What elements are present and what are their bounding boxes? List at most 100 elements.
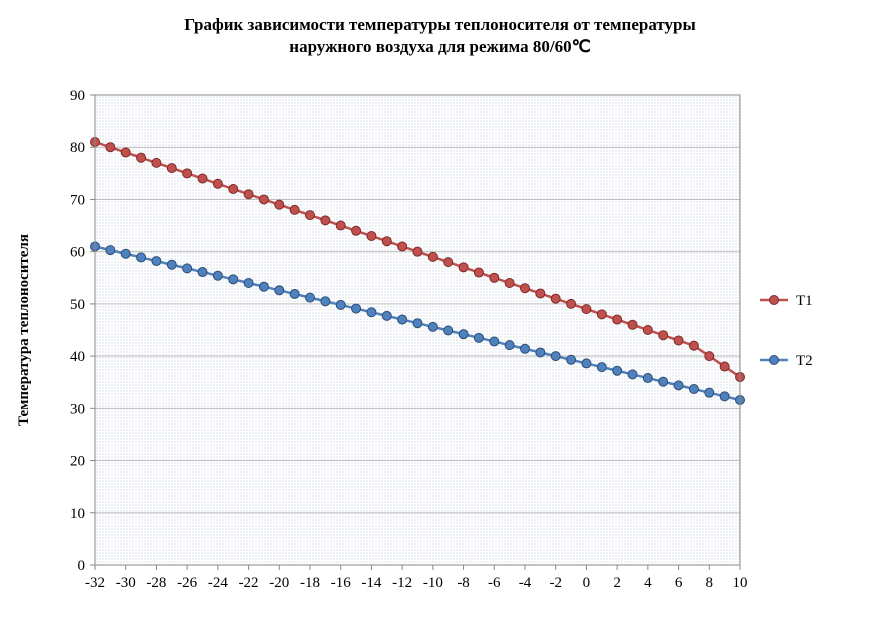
series-marker-T2 (705, 388, 714, 397)
legend-marker-T2 (770, 356, 779, 365)
series-marker-T2 (444, 326, 453, 335)
y-tick-label: 10 (70, 506, 85, 522)
series-marker-T1 (321, 216, 330, 225)
x-tick-label: -12 (392, 575, 412, 591)
y-tick-label: 0 (78, 558, 86, 574)
series-marker-T2 (398, 315, 407, 324)
series-marker-T1 (213, 179, 222, 188)
x-tick-label: 0 (583, 575, 591, 591)
series-marker-T1 (306, 211, 315, 220)
x-tick-label: -18 (300, 575, 320, 591)
y-tick-label: 60 (70, 245, 85, 261)
series-marker-T2 (505, 341, 514, 350)
x-tick-label: -2 (549, 575, 562, 591)
y-tick-label: 50 (70, 297, 85, 313)
x-tick-label: -30 (116, 575, 136, 591)
series-marker-T2 (720, 392, 729, 401)
series-marker-T2 (229, 275, 238, 284)
x-tick-label: -20 (269, 575, 289, 591)
series-marker-T1 (290, 205, 299, 214)
series-marker-T2 (275, 286, 284, 295)
y-tick-label: 70 (70, 192, 85, 208)
series-marker-T2 (352, 304, 361, 313)
series-marker-T2 (490, 337, 499, 346)
y-tick-label: 30 (70, 401, 85, 417)
x-tick-label: -16 (331, 575, 351, 591)
series-marker-T1 (382, 237, 391, 246)
series-marker-T2 (152, 257, 161, 266)
series-marker-T2 (521, 344, 530, 353)
series-marker-T1 (275, 200, 284, 209)
series-marker-T2 (244, 279, 253, 288)
series-marker-T1 (229, 185, 238, 194)
series-marker-T1 (674, 336, 683, 345)
series-marker-T1 (567, 299, 576, 308)
series-marker-T1 (444, 258, 453, 267)
series-marker-T2 (613, 366, 622, 375)
series-marker-T1 (459, 263, 468, 272)
x-tick-label: 2 (613, 575, 621, 591)
series-marker-T1 (183, 169, 192, 178)
series-marker-T1 (582, 305, 591, 314)
x-tick-label: 4 (644, 575, 652, 591)
series-marker-T2 (567, 355, 576, 364)
series-marker-T2 (674, 381, 683, 390)
series-marker-T1 (505, 279, 514, 288)
series-marker-T1 (474, 268, 483, 277)
series-marker-T1 (490, 273, 499, 282)
series-marker-T2 (628, 370, 637, 379)
y-tick-label: 20 (70, 454, 85, 470)
series-marker-T1 (613, 315, 622, 324)
series-marker-T2 (551, 352, 560, 361)
series-marker-T1 (628, 320, 637, 329)
series-marker-T1 (720, 362, 729, 371)
x-tick-label: -24 (208, 575, 228, 591)
series-marker-T2 (321, 297, 330, 306)
x-tick-label: -26 (177, 575, 197, 591)
series-marker-T2 (428, 322, 437, 331)
series-marker-T2 (367, 308, 376, 317)
series-marker-T1 (137, 153, 146, 162)
series-marker-T2 (582, 359, 591, 368)
series-marker-T1 (551, 294, 560, 303)
x-tick-label: -8 (457, 575, 470, 591)
y-axis-label: Температура теплоносителя (16, 234, 32, 426)
legend-label-T2: T2 (796, 353, 813, 369)
y-tick-label: 40 (70, 349, 85, 365)
series-marker-T1 (367, 232, 376, 241)
series-marker-T1 (336, 221, 345, 230)
series-marker-T1 (689, 341, 698, 350)
series-marker-T2 (198, 268, 207, 277)
series-marker-T1 (643, 326, 652, 335)
series-marker-T1 (536, 289, 545, 298)
series-marker-T2 (474, 333, 483, 342)
series-marker-T2 (689, 385, 698, 394)
legend: T1 T2 (760, 293, 813, 369)
series-marker-T1 (428, 252, 437, 261)
x-tick-label: -28 (146, 575, 166, 591)
series-marker-T1 (259, 195, 268, 204)
series-marker-T2 (121, 249, 130, 258)
legend-marker-T1 (770, 296, 779, 305)
series-marker-T1 (352, 226, 361, 235)
legend-label-T1: T1 (796, 293, 813, 309)
series-marker-T2 (137, 253, 146, 262)
series-marker-T2 (643, 374, 652, 383)
series-marker-T1 (198, 174, 207, 183)
series-marker-T1 (167, 164, 176, 173)
series-marker-T2 (259, 282, 268, 291)
series-marker-T1 (121, 148, 130, 157)
series-marker-T1 (521, 284, 530, 293)
chart-title-line2: наружного воздуха для режима 80/60℃ (289, 37, 590, 56)
series-marker-T1 (106, 143, 115, 152)
series-marker-T2 (382, 311, 391, 320)
series-marker-T2 (290, 289, 299, 298)
series-marker-T2 (183, 264, 192, 273)
x-tick-label: -32 (85, 575, 105, 591)
series-marker-T1 (244, 190, 253, 199)
series-marker-T2 (167, 260, 176, 269)
series-marker-T1 (413, 247, 422, 256)
series-marker-T1 (705, 352, 714, 361)
x-tick-label: -6 (488, 575, 501, 591)
series-marker-T1 (597, 310, 606, 319)
